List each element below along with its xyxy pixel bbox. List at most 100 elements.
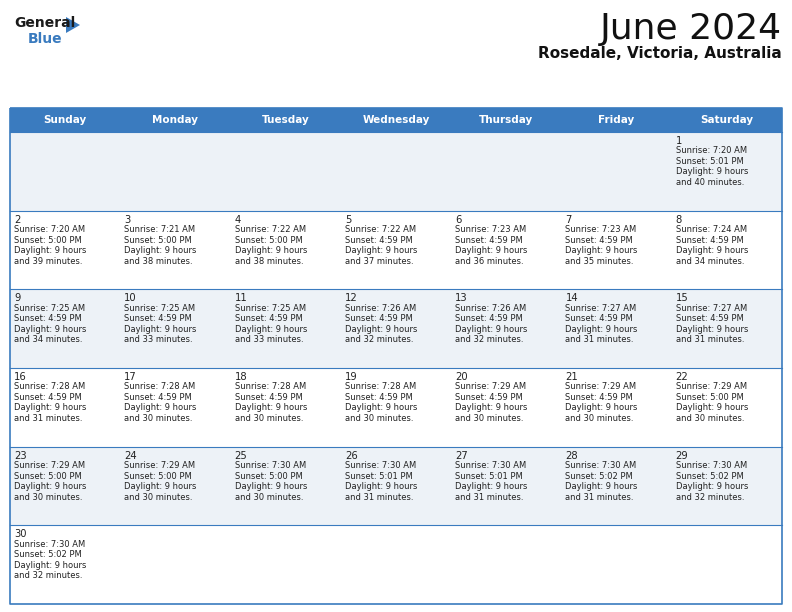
Text: Daylight: 9 hours: Daylight: 9 hours — [124, 246, 196, 255]
Text: Tuesday: Tuesday — [262, 115, 310, 125]
Text: Sunrise: 7:28 AM: Sunrise: 7:28 AM — [124, 382, 196, 391]
Text: Sunset: 4:59 PM: Sunset: 4:59 PM — [14, 314, 82, 323]
Text: and 32 minutes.: and 32 minutes. — [345, 335, 413, 344]
Text: 11: 11 — [234, 293, 247, 304]
Text: Sunset: 4:59 PM: Sunset: 4:59 PM — [345, 236, 413, 245]
Text: June 2024: June 2024 — [600, 12, 782, 46]
Text: Sunset: 4:59 PM: Sunset: 4:59 PM — [676, 314, 744, 323]
Text: Daylight: 9 hours: Daylight: 9 hours — [455, 246, 527, 255]
Text: 12: 12 — [345, 293, 358, 304]
Text: Daylight: 9 hours: Daylight: 9 hours — [124, 403, 196, 412]
Text: Sunrise: 7:25 AM: Sunrise: 7:25 AM — [14, 304, 85, 313]
Text: 27: 27 — [455, 450, 468, 461]
Text: and 31 minutes.: and 31 minutes. — [14, 414, 82, 423]
Bar — [10, 368, 782, 447]
Text: Sunset: 5:00 PM: Sunset: 5:00 PM — [234, 471, 303, 480]
Text: and 39 minutes.: and 39 minutes. — [14, 256, 82, 266]
Text: Friday: Friday — [599, 115, 634, 125]
Text: 8: 8 — [676, 215, 682, 225]
Text: Sunday: Sunday — [44, 115, 87, 125]
Text: Sunrise: 7:20 AM: Sunrise: 7:20 AM — [14, 225, 85, 234]
Text: 20: 20 — [455, 372, 468, 382]
Text: Sunset: 5:00 PM: Sunset: 5:00 PM — [124, 236, 192, 245]
Text: and 35 minutes.: and 35 minutes. — [565, 256, 634, 266]
Text: Sunrise: 7:30 AM: Sunrise: 7:30 AM — [234, 461, 306, 470]
Text: Sunset: 5:00 PM: Sunset: 5:00 PM — [14, 471, 82, 480]
Text: Wednesday: Wednesday — [362, 115, 430, 125]
Text: Daylight: 9 hours: Daylight: 9 hours — [565, 246, 638, 255]
Text: Monday: Monday — [152, 115, 199, 125]
Text: Daylight: 9 hours: Daylight: 9 hours — [345, 482, 417, 491]
Text: Sunset: 5:01 PM: Sunset: 5:01 PM — [455, 471, 523, 480]
Bar — [10, 211, 782, 289]
Text: and 31 minutes.: and 31 minutes. — [565, 335, 634, 344]
Text: 22: 22 — [676, 372, 688, 382]
Text: General: General — [14, 16, 75, 30]
Text: Sunrise: 7:30 AM: Sunrise: 7:30 AM — [455, 461, 527, 470]
Bar — [10, 447, 782, 525]
Text: 30: 30 — [14, 529, 26, 539]
Text: and 32 minutes.: and 32 minutes. — [455, 335, 524, 344]
Text: Sunset: 5:00 PM: Sunset: 5:00 PM — [124, 471, 192, 480]
Text: Sunrise: 7:28 AM: Sunrise: 7:28 AM — [234, 382, 306, 391]
Text: and 32 minutes.: and 32 minutes. — [676, 493, 744, 501]
Text: Sunset: 5:02 PM: Sunset: 5:02 PM — [565, 471, 633, 480]
Text: Sunset: 4:59 PM: Sunset: 4:59 PM — [14, 393, 82, 402]
Text: Sunrise: 7:29 AM: Sunrise: 7:29 AM — [676, 382, 747, 391]
Text: Sunrise: 7:20 AM: Sunrise: 7:20 AM — [676, 146, 747, 155]
Bar — [10, 132, 782, 211]
Text: Daylight: 9 hours: Daylight: 9 hours — [565, 325, 638, 334]
Text: Sunrise: 7:25 AM: Sunrise: 7:25 AM — [234, 304, 306, 313]
Text: Sunset: 4:59 PM: Sunset: 4:59 PM — [124, 314, 192, 323]
Text: Daylight: 9 hours: Daylight: 9 hours — [14, 246, 86, 255]
Text: and 32 minutes.: and 32 minutes. — [14, 571, 82, 580]
Text: Daylight: 9 hours: Daylight: 9 hours — [234, 403, 307, 412]
Text: Sunrise: 7:29 AM: Sunrise: 7:29 AM — [455, 382, 526, 391]
Text: 15: 15 — [676, 293, 688, 304]
Text: Sunset: 4:59 PM: Sunset: 4:59 PM — [455, 393, 523, 402]
Text: 1: 1 — [676, 136, 682, 146]
Text: Daylight: 9 hours: Daylight: 9 hours — [455, 482, 527, 491]
Text: Blue: Blue — [28, 32, 63, 46]
Text: and 31 minutes.: and 31 minutes. — [565, 493, 634, 501]
Text: Daylight: 9 hours: Daylight: 9 hours — [345, 246, 417, 255]
Text: and 36 minutes.: and 36 minutes. — [455, 256, 524, 266]
Text: Sunset: 4:59 PM: Sunset: 4:59 PM — [455, 236, 523, 245]
Text: and 31 minutes.: and 31 minutes. — [676, 335, 744, 344]
Text: Daylight: 9 hours: Daylight: 9 hours — [455, 325, 527, 334]
Text: and 38 minutes.: and 38 minutes. — [234, 256, 303, 266]
Text: 7: 7 — [565, 215, 572, 225]
Text: and 30 minutes.: and 30 minutes. — [234, 414, 303, 423]
Text: Sunrise: 7:24 AM: Sunrise: 7:24 AM — [676, 225, 747, 234]
Text: and 31 minutes.: and 31 minutes. — [455, 493, 524, 501]
Text: 17: 17 — [124, 372, 137, 382]
Text: Sunset: 5:01 PM: Sunset: 5:01 PM — [345, 471, 413, 480]
Text: Sunrise: 7:30 AM: Sunrise: 7:30 AM — [565, 461, 637, 470]
Bar — [10, 525, 782, 604]
Text: Daylight: 9 hours: Daylight: 9 hours — [455, 403, 527, 412]
Text: and 37 minutes.: and 37 minutes. — [345, 256, 413, 266]
Text: Sunset: 4:59 PM: Sunset: 4:59 PM — [345, 314, 413, 323]
Text: 16: 16 — [14, 372, 27, 382]
Text: Sunrise: 7:26 AM: Sunrise: 7:26 AM — [345, 304, 416, 313]
Text: Sunset: 4:59 PM: Sunset: 4:59 PM — [565, 393, 633, 402]
Text: 4: 4 — [234, 215, 241, 225]
Text: Sunrise: 7:29 AM: Sunrise: 7:29 AM — [565, 382, 637, 391]
Text: and 31 minutes.: and 31 minutes. — [345, 493, 413, 501]
Text: Daylight: 9 hours: Daylight: 9 hours — [565, 403, 638, 412]
Bar — [10, 108, 782, 132]
Text: 19: 19 — [345, 372, 358, 382]
Text: Daylight: 9 hours: Daylight: 9 hours — [234, 246, 307, 255]
Text: 10: 10 — [124, 293, 137, 304]
Text: and 30 minutes.: and 30 minutes. — [124, 493, 192, 501]
Text: 23: 23 — [14, 450, 27, 461]
Text: Sunset: 4:59 PM: Sunset: 4:59 PM — [234, 393, 303, 402]
Text: Daylight: 9 hours: Daylight: 9 hours — [124, 325, 196, 334]
Text: Daylight: 9 hours: Daylight: 9 hours — [345, 403, 417, 412]
Text: 14: 14 — [565, 293, 578, 304]
Text: and 30 minutes.: and 30 minutes. — [14, 493, 82, 501]
Text: and 30 minutes.: and 30 minutes. — [234, 493, 303, 501]
Text: 13: 13 — [455, 293, 468, 304]
Text: Daylight: 9 hours: Daylight: 9 hours — [676, 403, 748, 412]
Text: Sunrise: 7:30 AM: Sunrise: 7:30 AM — [676, 461, 747, 470]
